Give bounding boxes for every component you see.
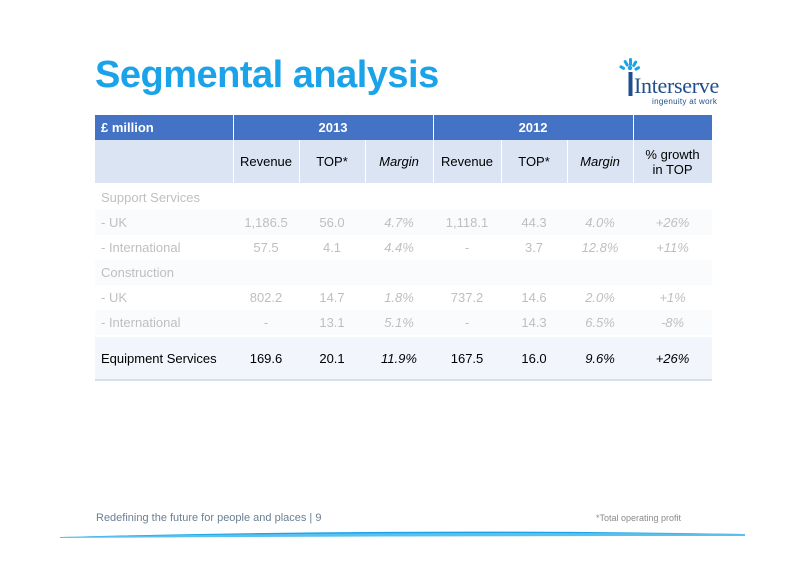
cell-revenue-2012: 167.5 xyxy=(433,335,502,381)
row-label: Construction xyxy=(95,260,233,285)
cell-margin-2013: 4.4% xyxy=(365,235,434,260)
cell-revenue-2013 xyxy=(233,260,299,285)
col-margin-2012: Margin xyxy=(567,140,634,185)
table-row: Construction xyxy=(95,260,713,285)
year-2012: 2012 xyxy=(433,115,634,140)
cell-margin-2013: 1.8% xyxy=(365,285,434,310)
interserve-logo-icon xyxy=(619,58,641,96)
cell-growth: -8% xyxy=(633,310,713,336)
cell-growth xyxy=(633,184,713,210)
header-blank xyxy=(633,115,713,140)
cell-revenue-2013: 57.5 xyxy=(233,235,299,260)
row-label: Equipment Services xyxy=(95,335,233,381)
cell-top-2013 xyxy=(299,184,365,210)
cell-margin-2012 xyxy=(567,260,634,285)
cell-margin-2013: 4.7% xyxy=(365,210,434,235)
cell-revenue-2012 xyxy=(433,184,502,210)
cell-margin-2012: 2.0% xyxy=(567,285,634,310)
cell-margin-2012: 9.6% xyxy=(567,335,634,381)
table-row: - International 57.5 4.1 4.4% -3.7 12.8% +11% xyxy=(95,235,713,260)
cell-margin-2013: 5.1% xyxy=(365,310,434,336)
cell-margin-2012: 6.5% xyxy=(567,310,634,336)
row-label: - UK xyxy=(95,210,233,235)
row-label: Support Services xyxy=(95,184,233,210)
cell-top-2012 xyxy=(501,184,568,210)
cell-margin-2013 xyxy=(365,184,434,210)
cell-top-2012: 44.3 xyxy=(501,210,568,235)
page-title: Segmental analysis xyxy=(95,54,439,96)
cell-top-2013: 14.7 xyxy=(299,285,365,310)
cell-top-2012: 16.0 xyxy=(501,335,568,381)
table-row: - UK 802.2 14.7 1.8% 737.2 14.6 2.0% +1% xyxy=(95,285,713,310)
col-margin-2013: Margin xyxy=(365,140,434,185)
table-row: Support Services xyxy=(95,184,713,210)
unit-label: £ million xyxy=(95,115,234,140)
col-revenue-2013: Revenue xyxy=(233,140,300,185)
cell-revenue-2012: - xyxy=(433,235,502,260)
cell-growth: +1% xyxy=(633,285,713,310)
cell-revenue-2012: - xyxy=(433,310,502,336)
row-label: - International xyxy=(95,310,233,336)
cell-revenue-2013 xyxy=(233,184,299,210)
cell-top-2013 xyxy=(299,260,365,285)
cell-top-2013: 13.1 xyxy=(299,310,365,336)
col-revenue-2012: Revenue xyxy=(433,140,502,185)
cell-margin-2012: 4.0% xyxy=(567,210,634,235)
cell-top-2012: 14.6 xyxy=(501,285,568,310)
cell-revenue-2012: 737.2 xyxy=(433,285,502,310)
cell-revenue-2013: - xyxy=(233,310,299,336)
cell-revenue-2013: 802.2 xyxy=(233,285,299,310)
logo-wordmark: Interserve xyxy=(634,73,719,98)
table-row: - International -13.1 5.1% -14.3 6.5% -8% xyxy=(95,310,713,336)
col-growth: % growth in TOP xyxy=(633,140,713,185)
footnote: *Total operating profit xyxy=(596,513,682,523)
cell-margin-2012 xyxy=(567,184,634,210)
footer-swoosh-icon xyxy=(60,531,745,538)
table-row: Equipment Services 169.6 20.1 11.9% 167.5 16.… xyxy=(95,335,713,381)
cell-top-2013: 56.0 xyxy=(299,210,365,235)
row-label: - International xyxy=(95,235,233,260)
cell-margin-2013: 11.9% xyxy=(365,335,434,381)
cell-growth: +11% xyxy=(633,235,713,260)
cell-revenue-2012: 1,118.1 xyxy=(433,210,502,235)
cell-growth xyxy=(633,260,713,285)
col-top-2013: TOP* xyxy=(299,140,366,185)
cell-top-2012: 3.7 xyxy=(501,235,568,260)
footer-tagline: Redefining the future for people and pla… xyxy=(96,512,322,524)
cell-margin-2012: 12.8% xyxy=(567,235,634,260)
table-row: - UK 1,186.5 56.0 4.7% 1,118.1 44.3 4.0% +26% xyxy=(95,210,713,235)
cell-margin-2013 xyxy=(365,260,434,285)
col-top-2012: TOP* xyxy=(501,140,568,185)
header-blank-label xyxy=(95,140,234,185)
year-2013: 2013 xyxy=(233,115,434,140)
cell-top-2013: 4.1 xyxy=(299,235,365,260)
header-row-years: £ million 2013 2012 xyxy=(95,115,713,140)
cell-growth: +26% xyxy=(633,210,713,235)
cell-revenue-2013: 169.6 xyxy=(233,335,299,381)
cell-growth: +26% xyxy=(633,335,713,381)
cell-revenue-2013: 1,186.5 xyxy=(233,210,299,235)
cell-top-2012: 14.3 xyxy=(501,310,568,336)
cell-revenue-2012 xyxy=(433,260,502,285)
logo-tagline: ingenuity at work xyxy=(652,97,718,106)
header-row-columns: Revenue TOP* Margin Revenue TOP* Margin … xyxy=(95,140,713,185)
segmental-table: £ million 2013 2012 Revenue TOP* Margin … xyxy=(95,115,713,381)
cell-top-2013: 20.1 xyxy=(299,335,365,381)
row-label: - UK xyxy=(95,285,233,310)
cell-top-2012 xyxy=(501,260,568,285)
